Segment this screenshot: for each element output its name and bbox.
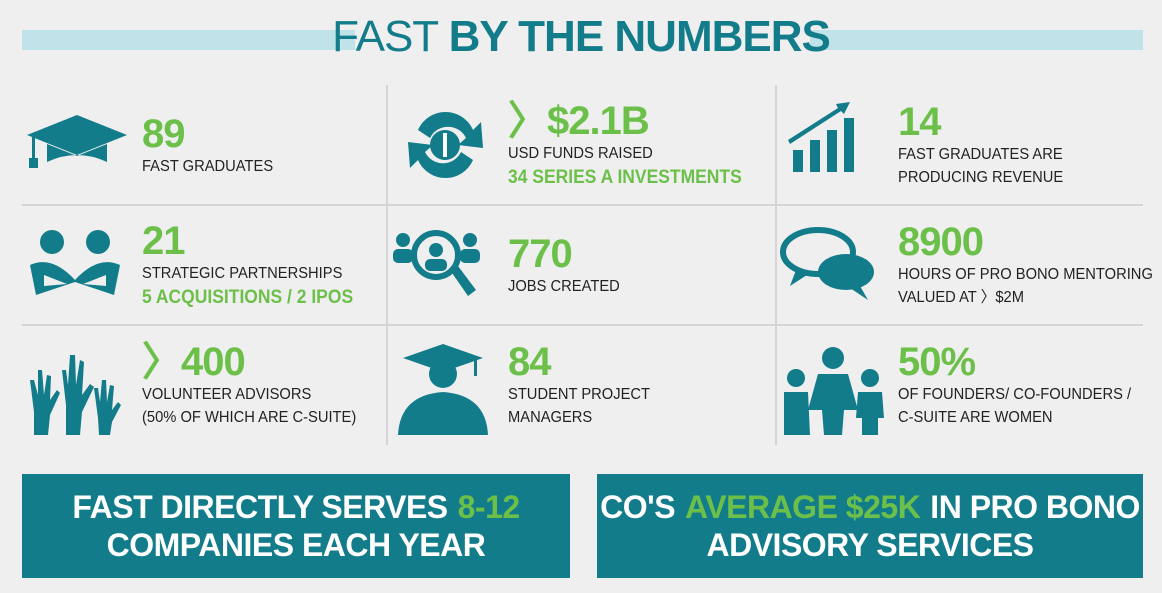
stat-icon bbox=[398, 344, 488, 435]
stat-highlight: 5 ACQUISITIONS / 2 IPOS bbox=[142, 286, 354, 308]
separator bbox=[775, 85, 777, 445]
stat-icon bbox=[30, 355, 121, 435]
stat-label: FAST GRADUATES bbox=[142, 157, 274, 175]
title: FAST BY THE NUMBERS bbox=[0, 12, 1162, 62]
title-light: FAST bbox=[332, 12, 438, 61]
banner: CO'S AVERAGE $25K IN PRO BONO ADVISORY SERV… bbox=[597, 474, 1143, 578]
separator bbox=[386, 85, 388, 445]
stat-label: FAST GRADUATES ARE bbox=[898, 146, 1063, 163]
stat-cell: 89 FAST GRADUATES bbox=[22, 86, 387, 204]
stat-text: 14 FAST GRADUATES ARE PRODUCING REVENUE bbox=[898, 86, 1078, 204]
stat-text: 50% OF FOUNDERS/ CO-FOUNDERS / C-SUITE ARE… bbox=[898, 326, 1151, 444]
stat-icon bbox=[784, 347, 884, 435]
stat-value: 21 bbox=[142, 218, 186, 263]
stat-text: 〉$2.1B USD FUNDS RAISED 34 SERIES A INVEST… bbox=[508, 86, 762, 204]
stat-label: USD FUNDS RAISED bbox=[508, 144, 653, 162]
stat-label: OF FOUNDERS/ CO-FOUNDERS / bbox=[898, 386, 1132, 403]
stat-label: (50% OF WHICH ARE C-SUITE) bbox=[142, 409, 357, 426]
banner: FAST DIRECTLY SERVES 8-12 COMPANIES EACH Y… bbox=[22, 474, 570, 578]
banner-highlight: AVERAGE $25K bbox=[685, 489, 921, 525]
stat-label: VALUED AT 〉$2M bbox=[898, 289, 1024, 306]
stat-label: HOURS OF PRO BONO MENTORING bbox=[898, 266, 1153, 283]
stat-label: C-SUITE ARE WOMEN bbox=[898, 409, 1053, 426]
stat-icon bbox=[408, 111, 483, 179]
stat-cell: 14 FAST GRADUATES ARE PRODUCING REVENUE bbox=[778, 86, 1143, 204]
stat-label: JOBS CREATED bbox=[508, 277, 620, 295]
stat-label: VOLUNTEER ADVISORS bbox=[142, 386, 312, 403]
stat-value: 89 bbox=[142, 111, 185, 156]
stat-cell: 〉400 VOLUNTEER ADVISORS (50% OF WHICH ARE … bbox=[22, 326, 387, 444]
stat-text: 21 STRATEGIC PARTNERSHIPS 5 ACQUISITIONS /… bbox=[142, 206, 371, 324]
stat-cell: 8900 HOURS OF PRO BONO MENTORING VALUED AT… bbox=[778, 206, 1153, 324]
stat-value: 〉400 bbox=[142, 340, 246, 384]
banner-line: FAST DIRECTLY SERVES 8-12 bbox=[72, 488, 521, 526]
separator bbox=[22, 324, 1143, 326]
stat-cell: 50% OF FOUNDERS/ CO-FOUNDERS / C-SUITE ARE… bbox=[778, 326, 1143, 444]
banner-line: ADVISORY SERVICES bbox=[706, 526, 1034, 564]
stat-cell: 〉$2.1B USD FUNDS RAISED 34 SERIES A INVEST… bbox=[388, 86, 753, 204]
stat-text: 8900 HOURS OF PRO BONO MENTORING VALUED AT… bbox=[898, 206, 1162, 324]
title-bar bbox=[22, 30, 355, 50]
title-bold: BY THE NUMBERS bbox=[448, 12, 831, 61]
stat-icon bbox=[27, 115, 127, 168]
stat-value: 14 bbox=[898, 100, 941, 144]
title-bar bbox=[810, 30, 1143, 50]
banner-highlight: 8-12 bbox=[457, 489, 521, 525]
banner-line: CO'S AVERAGE $25K IN PRO BONO bbox=[600, 488, 1140, 526]
banner-line: COMPANIES EACH YEAR bbox=[107, 526, 486, 564]
stat-cell: 21 STRATEGIC PARTNERSHIPS 5 ACQUISITIONS /… bbox=[22, 206, 387, 324]
banner-text: ADVISORY SERVICES bbox=[706, 527, 1034, 563]
banner-text: COMPANIES EACH YEAR bbox=[106, 527, 486, 563]
stat-text: 84 STUDENT PROJECT MANAGERS bbox=[508, 326, 662, 444]
banner-text: IN PRO BONO bbox=[930, 489, 1140, 525]
stat-value: 84 bbox=[508, 340, 552, 384]
stat-text: 89 FAST GRADUATES bbox=[142, 86, 285, 204]
stat-label: STUDENT PROJECT bbox=[508, 386, 651, 403]
stat-label: MANAGERS bbox=[508, 409, 593, 426]
stat-highlight: 34 SERIES A INVESTMENTS bbox=[508, 166, 742, 188]
stat-icon bbox=[780, 227, 874, 300]
stat-label: STRATEGIC PARTNERSHIPS bbox=[142, 264, 343, 282]
separator bbox=[22, 204, 1143, 206]
banner-text: CO'S bbox=[600, 489, 676, 525]
stat-value: 〉$2.1B bbox=[508, 98, 650, 143]
stat-value: 50% bbox=[898, 340, 976, 384]
stat-cell: 770 JOBS CREATED bbox=[388, 206, 753, 324]
banner-text: FAST DIRECTLY SERVES bbox=[72, 489, 448, 525]
stat-icon bbox=[30, 230, 120, 295]
stat-icon bbox=[393, 230, 480, 296]
stat-icon bbox=[788, 102, 854, 172]
stat-value: 8900 bbox=[898, 220, 984, 264]
stat-label: PRODUCING REVENUE bbox=[898, 169, 1064, 186]
stat-cell: 84 STUDENT PROJECT MANAGERS bbox=[388, 326, 753, 444]
stat-value: 770 bbox=[508, 231, 573, 276]
stat-text: 〉400 VOLUNTEER ADVISORS (50% OF WHICH ARE … bbox=[142, 326, 375, 444]
stat-text: 770 JOBS CREATED bbox=[508, 206, 630, 324]
